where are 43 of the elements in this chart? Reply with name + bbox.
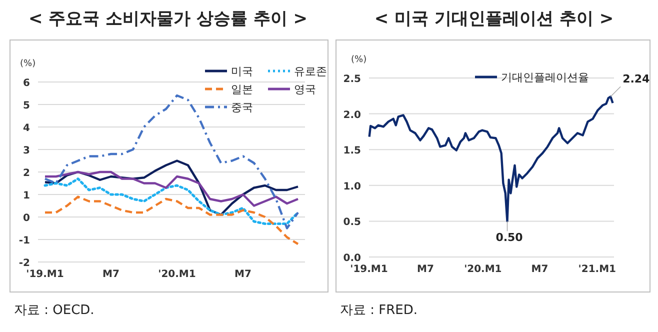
line-series: [44, 160, 300, 216]
legend-label: 중국: [231, 101, 253, 114]
x-tick-label: M7: [417, 264, 434, 275]
y-tick-label: 0.5: [343, 217, 362, 228]
y-tick-label: 6: [23, 78, 30, 89]
y-axis-title: (%): [20, 59, 36, 69]
x-tick-label: '19.M1: [26, 269, 64, 280]
annotation: 2.24: [622, 72, 650, 86]
y-tick-label: 1.0: [343, 181, 362, 192]
x-tick-label: '20.M1: [464, 264, 502, 275]
y-tick-label: 0.0: [343, 253, 362, 264]
chart-title: < 주요국 소비자물가 상승률 추이 >: [28, 9, 308, 29]
x-tick-label: M7: [234, 269, 252, 280]
y-tick-label: 2.0: [343, 110, 362, 121]
y-tick-label: 2.5: [343, 74, 362, 85]
y-tick-label: -1: [18, 236, 30, 246]
x-tick-label: '20.M1: [158, 269, 196, 280]
x-tick-label: '21.M1: [578, 264, 616, 275]
legend-label: 일본: [231, 83, 253, 96]
y-tick-label: 1: [23, 190, 30, 202]
line-series: [44, 196, 300, 246]
line-series: [44, 170, 300, 207]
text: 자료 : FRED.: [340, 303, 418, 318]
legend-label: 유로존: [294, 65, 327, 78]
line-series: [368, 96, 614, 222]
x-tick-label: M7: [102, 269, 120, 280]
y-tick-label: 5: [23, 100, 30, 112]
y-tick-label: 3: [23, 146, 30, 156]
x-tick-label: '19.M1: [350, 264, 388, 275]
text: 자료 : OECD.: [14, 303, 94, 318]
y-axis-title: (%): [351, 55, 367, 65]
x-tick-label: M7: [531, 264, 548, 275]
y-tick-label: 1.5: [343, 146, 362, 157]
y-tick-label: 2: [23, 168, 30, 179]
annotation: 0.50: [496, 231, 524, 244]
y-tick-label: 0: [23, 213, 30, 224]
y-tick-label: -2: [18, 258, 30, 269]
line-series: [44, 94, 300, 230]
legend-label: 기대인플레이션율: [501, 71, 589, 84]
y-tick-label: 4: [23, 123, 30, 134]
legend-label: 영국: [294, 83, 316, 96]
legend-label: 미국: [231, 65, 253, 78]
chart-title: < 미국 기대인플레이션 추이 >: [374, 9, 614, 29]
